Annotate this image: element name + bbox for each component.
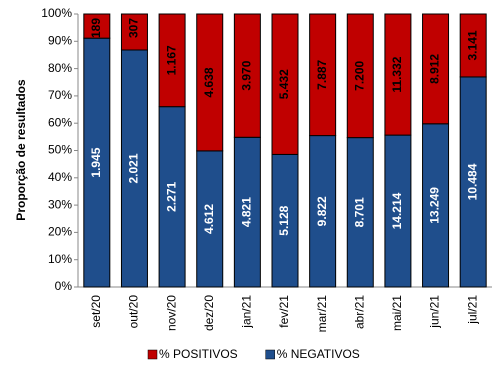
data-label: 13.249 xyxy=(428,187,442,224)
y-tick-label: 20% xyxy=(48,225,72,239)
x-tick-label: nov/20 xyxy=(164,295,178,331)
bar-segment xyxy=(83,13,111,39)
bar-segment xyxy=(196,13,224,152)
y-tick-label: 60% xyxy=(48,115,72,129)
bar-segment xyxy=(233,136,261,288)
y-tick-label: 40% xyxy=(48,170,72,184)
x-tick-label: out/20 xyxy=(127,295,141,329)
x-tick-label: set/20 xyxy=(89,295,103,328)
data-label: 11.332 xyxy=(390,56,404,92)
data-label: 7.887 xyxy=(315,59,329,89)
data-label: 14.214 xyxy=(390,192,404,229)
data-label: 4.638 xyxy=(202,67,216,97)
legend-swatch xyxy=(147,349,158,360)
data-label: 4.821 xyxy=(240,197,254,227)
x-tick-label: abr/21 xyxy=(352,295,366,329)
bar-segment xyxy=(346,13,374,139)
legend-swatch xyxy=(265,349,275,360)
data-label: 5.432 xyxy=(277,69,291,99)
bar-segment xyxy=(309,13,337,137)
x-tick-label: fev/21 xyxy=(277,295,291,328)
x-tick-label: jan/21 xyxy=(240,295,254,329)
x-tick-label: mai/21 xyxy=(390,295,404,331)
data-label: 1.945 xyxy=(89,147,103,177)
data-label: 3.141 xyxy=(465,30,479,60)
bar-segment xyxy=(271,13,299,155)
data-label: 7.200 xyxy=(352,60,366,90)
y-axis-title: Proporção de resultados xyxy=(14,79,28,221)
data-label: 1.167 xyxy=(164,45,178,75)
data-label: 3.970 xyxy=(240,60,254,90)
x-tick-label: mar/21 xyxy=(315,295,329,333)
bar-segment xyxy=(459,76,487,288)
data-label: 4.612 xyxy=(202,204,216,234)
bar-segment xyxy=(309,135,337,288)
bar-segment xyxy=(233,13,261,138)
y-tick-label: 90% xyxy=(48,33,72,47)
x-tick-label: dez/20 xyxy=(202,295,216,331)
y-tick-label: 50% xyxy=(48,143,72,157)
bar-segment xyxy=(459,13,487,78)
bar-segment xyxy=(422,13,450,125)
data-label: 189 xyxy=(89,18,103,38)
y-tick-label: 30% xyxy=(48,197,72,211)
legend-label: % POSITIVOS xyxy=(159,347,238,361)
bar-segment xyxy=(384,13,412,136)
bar-segment xyxy=(83,37,111,288)
data-label: 8.912 xyxy=(428,54,442,84)
y-tick-label: 0% xyxy=(55,279,73,293)
data-label: 8.701 xyxy=(352,197,366,227)
bar-segment xyxy=(384,134,412,288)
data-label: 10.484 xyxy=(465,163,479,200)
bar-segment xyxy=(346,137,374,288)
data-label: 2.021 xyxy=(127,153,141,183)
bar-segment xyxy=(196,150,224,288)
x-tick-label: jul/21 xyxy=(465,295,479,325)
bar-segment xyxy=(158,106,186,288)
data-label: 307 xyxy=(127,18,141,38)
bar-segment xyxy=(120,13,148,51)
x-tick-label: jun/21 xyxy=(428,295,442,329)
legend-label: % NEGATIVOS xyxy=(277,347,360,361)
y-tick-label: 70% xyxy=(48,88,72,102)
y-tick-label: 10% xyxy=(48,252,72,266)
y-tick-label: 80% xyxy=(48,61,72,75)
y-tick-label: 100% xyxy=(41,6,72,20)
bar-segment xyxy=(120,49,148,288)
data-label: 5.128 xyxy=(277,205,291,235)
data-label: 2.271 xyxy=(164,181,178,211)
bar-segment xyxy=(158,13,186,108)
data-label: 9.822 xyxy=(315,196,329,226)
